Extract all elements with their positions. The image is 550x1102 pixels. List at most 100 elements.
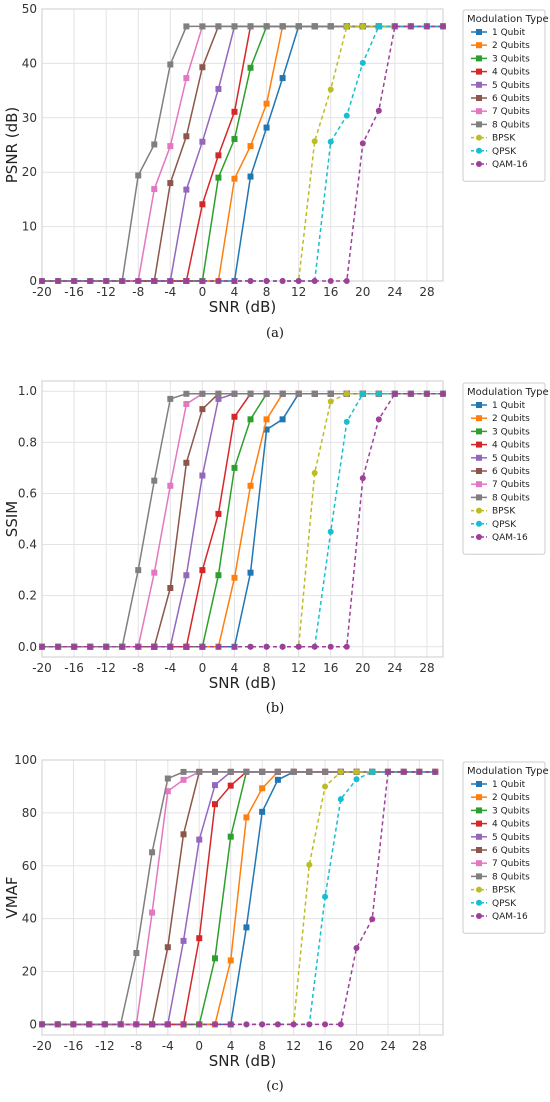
data-point [149,909,156,916]
legend-label: 2 Qubits [492,414,530,424]
data-point [183,278,190,284]
data-point [375,107,382,114]
legend-marker [476,494,482,501]
plot-frame [41,8,444,282]
legend-label: 2 Qubits [492,41,530,51]
data-point [231,278,238,284]
data-point [183,75,190,82]
data-point [199,23,206,30]
data-point [231,574,238,581]
data-point [87,278,94,284]
legend-label: 1 Qubit [492,28,526,38]
data-point [263,100,270,107]
y-tick-label: 0.8 [18,435,37,449]
data-point [167,585,174,591]
data-point [306,768,313,775]
data-point [196,768,203,775]
data-point [180,1021,187,1028]
legend-marker [476,534,482,540]
x-tick-label: -4 [162,1039,174,1053]
data-point [231,413,238,420]
data-point [215,390,222,397]
data-point [119,643,126,650]
data-point [151,643,158,650]
data-point [135,278,142,284]
data-point [353,768,360,775]
legend-marker [476,820,482,827]
x-tick-label: -12 [96,285,116,299]
x-tick-label: 4 [231,661,239,675]
data-point [180,776,187,783]
legend-label: 5 Qubits [492,454,530,464]
y-axis-label: PSNR (dB) [3,107,21,184]
y-axis-label: SSIM [3,501,21,537]
legend-entry: 1 Qubit [471,401,526,411]
legend-entry: 8 Qubits [471,120,530,130]
data-point [263,278,270,284]
data-point [259,785,266,792]
legend-marker [476,913,482,919]
data-point [149,1021,156,1028]
data-point [259,808,266,815]
data-point [215,572,222,579]
legend-entry: 4 Qubits [471,68,530,78]
x-tick-label: 4 [227,1039,235,1053]
data-point [274,1021,281,1028]
series-qam-16 [39,390,446,650]
data-point [149,849,156,856]
plot-frame [41,759,444,1036]
x-tick-label: 16 [317,1039,332,1053]
x-tick-label: -4 [164,661,176,675]
data-point [375,390,382,397]
legend-label: BPSK [492,134,516,144]
legend-entry: QAM-16 [471,533,528,543]
x-tick-label: 20 [355,661,370,675]
data-point [196,1021,203,1028]
data-point [215,510,222,517]
legend-entry: 3 Qubits [471,427,530,437]
data-point [164,775,171,782]
data-point [243,924,250,931]
x-tick-label: -20 [32,285,52,299]
data-point [227,957,234,964]
data-point [263,643,270,650]
legend-marker [476,441,482,448]
data-point [227,1021,234,1028]
x-tick-label: 16 [323,661,338,675]
data-point [247,482,254,489]
x-tick-label: -20 [32,1039,52,1053]
x-axis-label: SNR (dB) [209,1052,276,1070]
data-point [375,416,382,423]
data-point [135,172,142,179]
data-point [71,278,78,284]
legend-entry: 8 Qubits [471,872,530,882]
legend-label: 7 Qubits [492,859,530,869]
data-point [167,482,174,489]
data-point [164,944,171,951]
legend-entry: 1 Qubit [471,780,526,790]
data-point [39,1021,45,1028]
y-tick-label: 50 [22,2,37,16]
data-point [164,1021,171,1028]
data-point [180,831,187,838]
legend-entry: 7 Qubits [471,107,530,117]
legend-entry: 8 Qubits [471,493,530,503]
legend-entry: 5 Qubits [471,833,530,843]
x-tick-label: 0 [195,1039,203,1053]
data-point [199,64,206,71]
data-point [151,278,158,284]
data-point [183,459,190,466]
panel-caption: (a) [266,326,284,341]
legend-label: 3 Qubits [492,806,530,816]
legend-entry: 2 Qubits [471,41,530,51]
legend-marker [476,807,482,814]
data-point [279,390,286,397]
data-point [375,23,382,30]
data-point [227,833,234,840]
legend-label: QAM-16 [492,912,528,922]
data-point [199,643,206,650]
data-point [231,108,238,115]
data-point [247,173,254,180]
data-point [199,472,206,479]
